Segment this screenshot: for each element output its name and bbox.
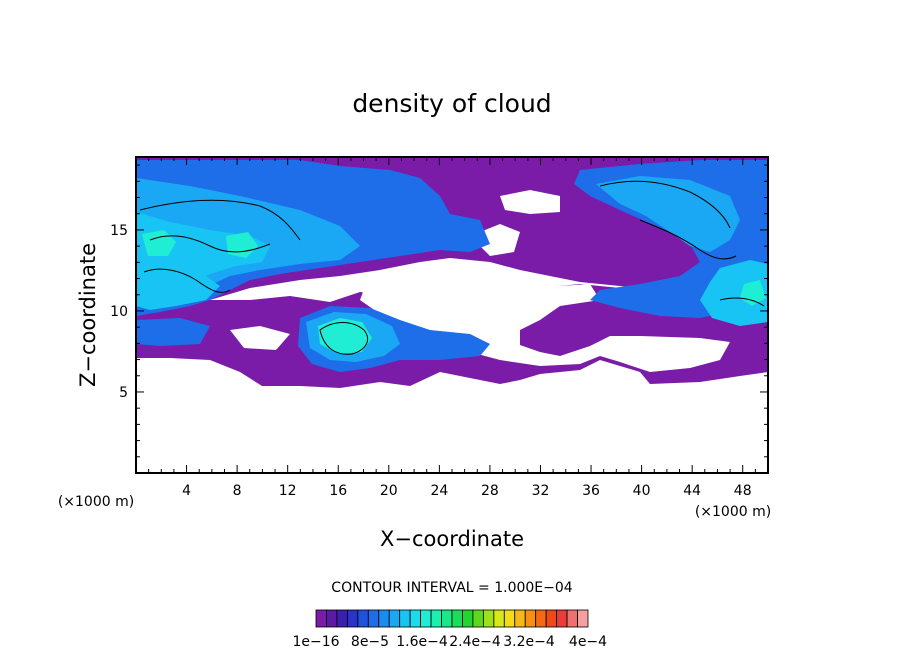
- y-tick-label: 5: [119, 385, 128, 401]
- colorbar-swatch: [388, 609, 401, 628]
- colorbar-swatch: [336, 609, 348, 628]
- colorbar-swatch: [503, 609, 516, 628]
- colorbar-swatch: [577, 609, 589, 628]
- colorbar-swatch: [535, 609, 547, 628]
- colorbar-swatch: [399, 609, 411, 628]
- cloud-field: [136, 157, 768, 388]
- colorbar-swatch: [482, 609, 495, 628]
- colorbar-swatch: [326, 609, 338, 628]
- colorbar-tick-label: 4e−4: [569, 634, 607, 650]
- colorbar-swatch: [514, 609, 526, 628]
- colorbar-tick-label: 3.2e−4: [503, 634, 555, 650]
- x-tick-label: 4: [182, 483, 191, 499]
- cloud-region-teal-left: [142, 230, 176, 256]
- x-tick-label: 8: [233, 483, 242, 499]
- colorbar-swatch: [524, 609, 537, 628]
- chart-title: density of cloud: [352, 89, 551, 118]
- cloud-region-teal-right: [740, 280, 766, 306]
- colorbar-swatch: [378, 609, 390, 628]
- contour-interval-text: CONTOUR INTERVAL = 1.000E−04: [331, 580, 572, 596]
- cloud-gap: [360, 266, 730, 372]
- cloud-region-light-blue-right: [596, 176, 740, 252]
- colorbar-swatch: [472, 609, 484, 628]
- cloud-region-blue-strip: [136, 318, 210, 346]
- colorbar-swatch: [545, 609, 558, 628]
- x-axis-label: X−coordinate: [380, 527, 524, 551]
- cloud-region-core-teal: [318, 318, 372, 354]
- x-tick-label: 20: [380, 483, 398, 499]
- x-tick-label: 28: [481, 483, 499, 499]
- x-tick-label: 32: [532, 483, 550, 499]
- colorbar-swatch: [346, 609, 359, 628]
- colorbar-tick-label: 1e−16: [292, 634, 339, 650]
- x-tick-label: 16: [329, 483, 347, 499]
- contour-lines: [139, 180, 765, 355]
- colorbar-swatch: [566, 609, 578, 628]
- colorbar-tick-label: 2.4e−4: [449, 634, 501, 650]
- x-unit-left: (×1000 m): [58, 494, 134, 510]
- x-tick-label: 48: [734, 483, 752, 499]
- y-tick-label: 10: [110, 304, 128, 320]
- colorbar-tick-label: 1.6e−4: [396, 634, 448, 650]
- colorbar-swatch: [451, 609, 463, 628]
- x-tick-label: 44: [683, 483, 701, 499]
- colorbar-labels: 1e−16 8e−5 1.6e−4 2.4e−4 3.2e−4 4e−4: [292, 634, 607, 650]
- cloud-region-cyan-right: [700, 260, 768, 326]
- cloud-region-cyan-mid-left: [136, 262, 220, 310]
- y-axis-label: Z−coordinate: [76, 243, 100, 387]
- colorbar-tick-label: 8e−5: [351, 634, 389, 650]
- colorbar-swatch: [315, 609, 327, 628]
- colorbar-swatch: [420, 609, 432, 628]
- colorbar-swatch: [493, 609, 505, 628]
- colorbar-swatch: [441, 609, 453, 628]
- y-axis: 5 10 15: [110, 164, 768, 458]
- cloud-gap: [500, 190, 560, 214]
- colorbar: [315, 609, 589, 628]
- colorbar-swatch: [409, 609, 422, 628]
- colorbar-swatch: [556, 609, 568, 628]
- x-tick-label: 40: [633, 483, 651, 499]
- x-unit-right: (×1000 m): [695, 504, 771, 520]
- colorbar-swatch: [430, 609, 442, 628]
- y-tick-label: 15: [110, 223, 128, 239]
- colorbar-swatch: [462, 609, 474, 628]
- colorbar-swatch: [357, 609, 369, 628]
- x-tick-label: 12: [279, 483, 297, 499]
- x-axis: 4 8 12 16 20 24 28 32 36 40 44 48: [148, 157, 756, 499]
- x-tick-label: 24: [430, 483, 448, 499]
- cloud-gap: [230, 326, 290, 350]
- colorbar-swatch: [367, 609, 380, 628]
- x-tick-label: 36: [582, 483, 600, 499]
